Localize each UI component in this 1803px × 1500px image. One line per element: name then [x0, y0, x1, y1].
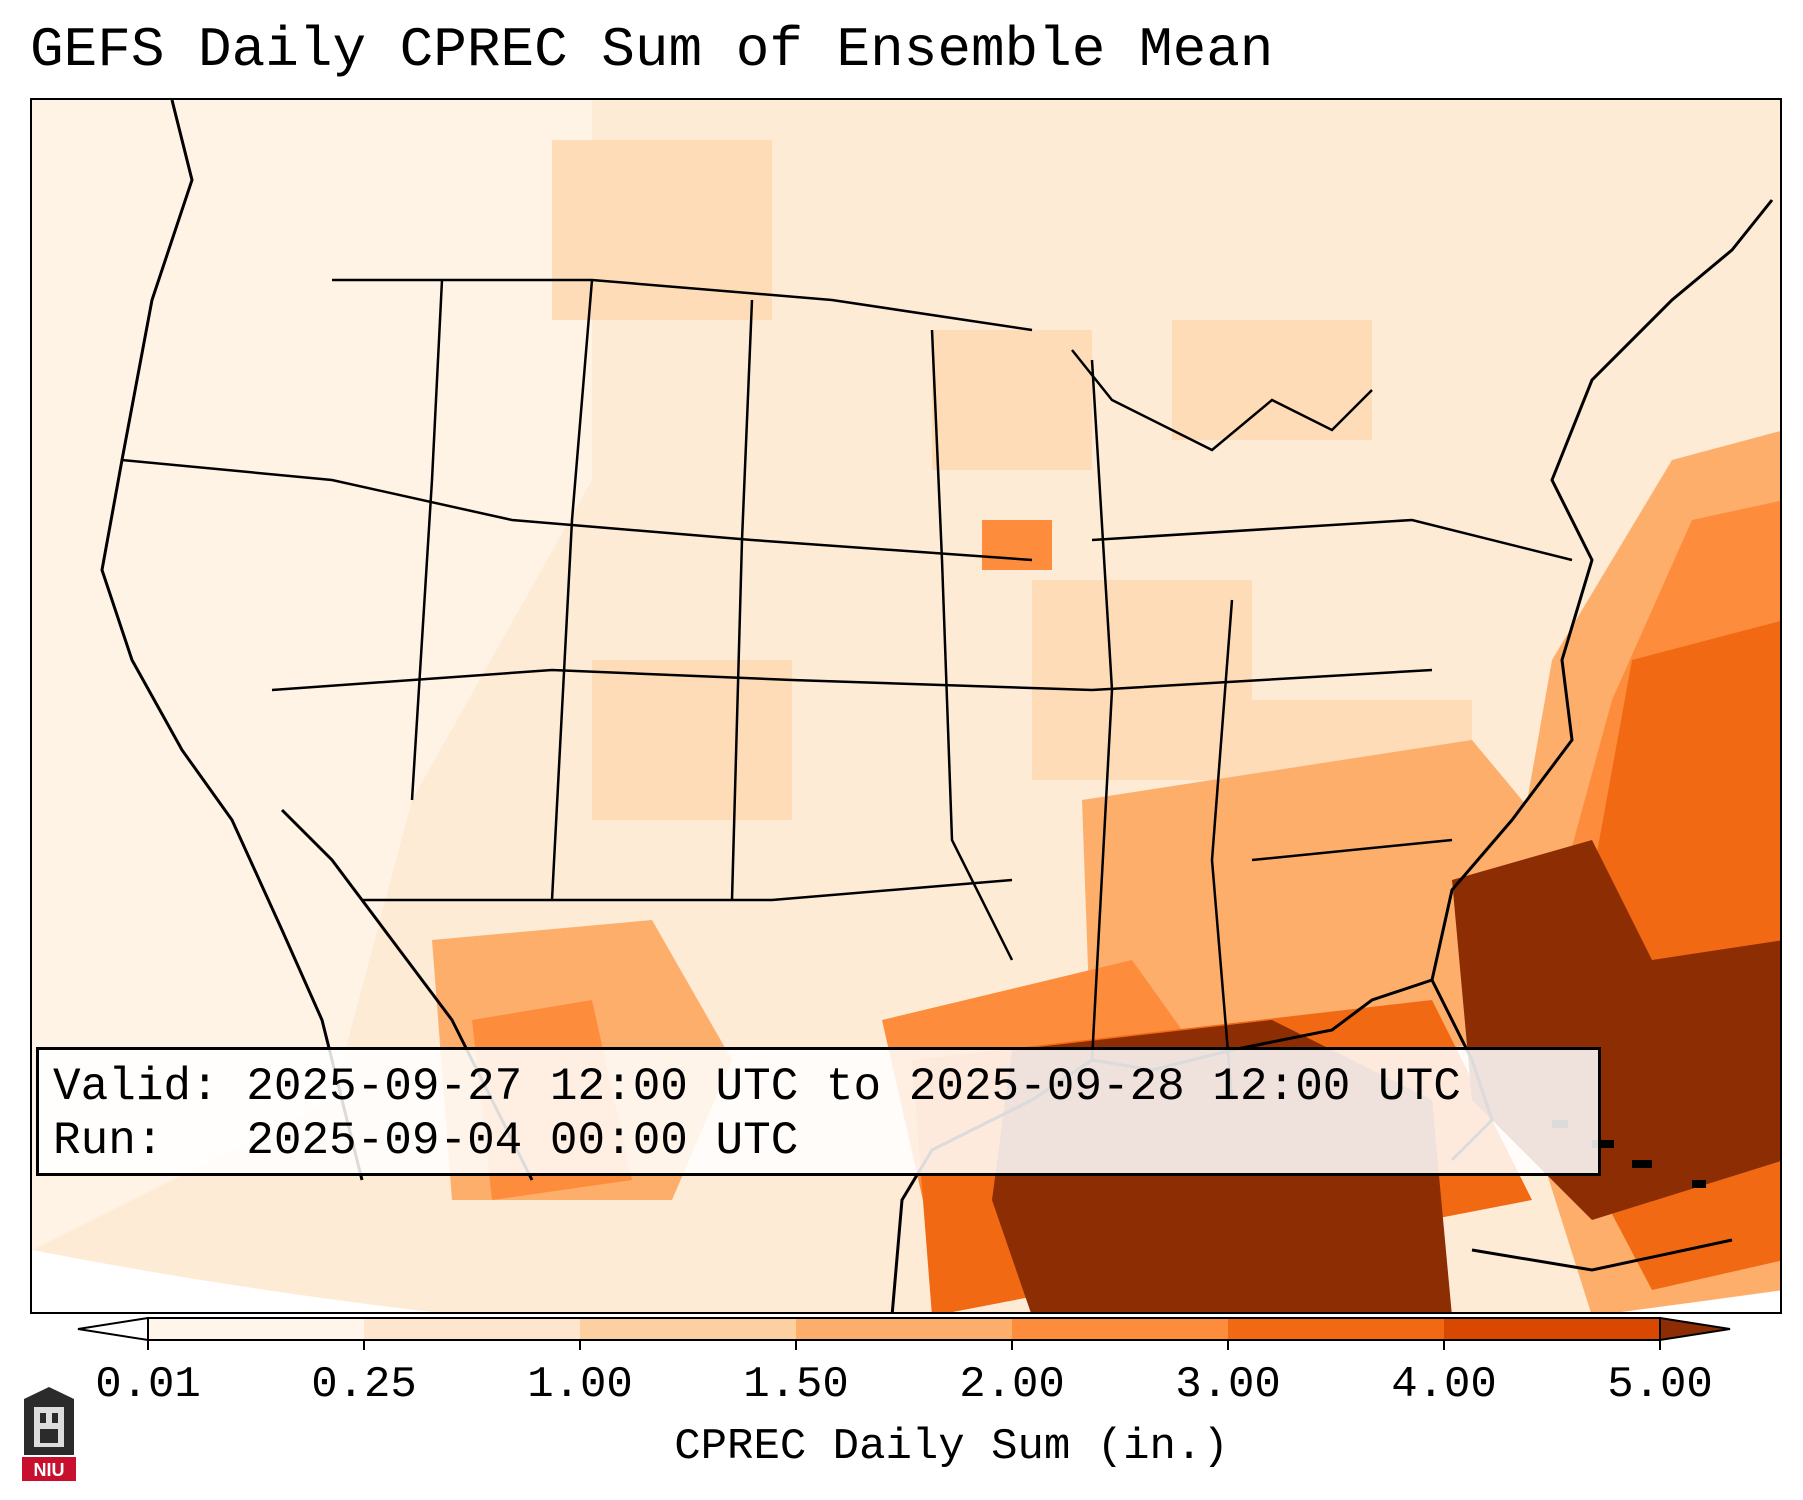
colorbar-segment	[1444, 1318, 1661, 1340]
colorbar-segment	[796, 1318, 1013, 1340]
niu-logo: NIU	[22, 1387, 76, 1481]
colorbar-tick-label: 0.01	[95, 1360, 201, 1410]
colorbar-segment	[1012, 1318, 1229, 1340]
colorbar-title: CPREC Daily Sum (in.)	[674, 1422, 1229, 1472]
colorbar-segment	[148, 1318, 365, 1340]
colorbar-tick-label: 2.00	[959, 1360, 1065, 1410]
colorbar-segment	[364, 1318, 581, 1340]
chart-title: GEFS Daily CPREC Sum of Ensemble Mean	[30, 18, 1274, 82]
colorbar	[77, 1316, 1731, 1350]
valid-time: Valid: 2025-09-27 12:00 UTC to 2025-09-2…	[53, 1061, 1461, 1113]
colorbar-min-extend	[77, 1316, 149, 1342]
run-time: Run: 2025-09-04 00:00 UTC	[53, 1115, 799, 1167]
state-borders	[121, 278, 1573, 1101]
colorbar-max-extend	[1659, 1316, 1731, 1342]
colorbar-tick-label: 4.00	[1391, 1360, 1497, 1410]
colorbar-tick-label: 0.25	[311, 1360, 417, 1410]
precip-west-light	[32, 100, 592, 1250]
colorbar-segment	[580, 1318, 797, 1340]
colorbar-tick-label: 5.00	[1607, 1360, 1713, 1410]
valid-run-info-box: Valid: 2025-09-27 12:00 UTC to 2025-09-2…	[36, 1047, 1601, 1176]
colorbar-tick-label: 3.00	[1175, 1360, 1281, 1410]
logo-text: NIU	[34, 1460, 65, 1480]
colorbar-segment	[1228, 1318, 1445, 1340]
colorbar-tick-label: 1.00	[527, 1360, 633, 1410]
colorbar-tick-label: 1.50	[743, 1360, 849, 1410]
